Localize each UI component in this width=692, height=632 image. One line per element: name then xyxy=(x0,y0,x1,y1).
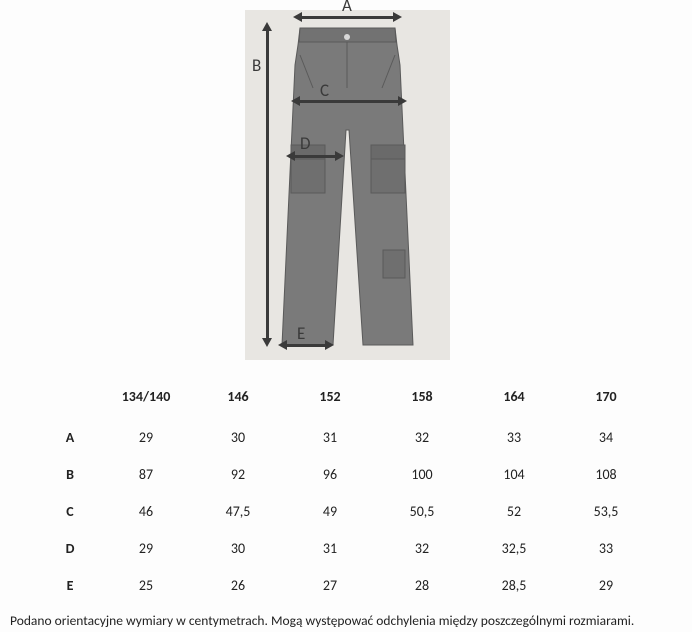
table-row: A 29 30 31 32 33 34 xyxy=(40,419,652,456)
dim-A-line xyxy=(300,16,395,19)
size-table: 134/140 146 152 158 164 170 A 29 30 31 3… xyxy=(0,380,692,604)
cell: 29 xyxy=(560,567,652,604)
dim-B-line xyxy=(266,30,269,340)
cell: 33 xyxy=(468,419,560,456)
size-col-4: 164 xyxy=(468,380,560,419)
cell: 28,5 xyxy=(468,567,560,604)
dim-C-label: C xyxy=(320,80,329,101)
dim-B-arrow-top xyxy=(262,22,272,31)
dim-A-arrow-left xyxy=(293,12,302,22)
cell: 25 xyxy=(100,567,192,604)
dim-A-label: A xyxy=(342,0,352,16)
row-label-B: B xyxy=(40,456,100,493)
cell: 30 xyxy=(192,419,284,456)
dim-D-arrow-right xyxy=(335,151,344,161)
cell: 53,5 xyxy=(560,493,652,530)
dim-D-label: D xyxy=(300,133,310,154)
size-diagram: A B C D E xyxy=(0,0,692,380)
dim-B-label: B xyxy=(252,55,261,76)
size-col-5: 170 xyxy=(560,380,652,419)
table-header-row: 134/140 146 152 158 164 170 xyxy=(40,380,652,419)
cell: 28 xyxy=(376,567,468,604)
size-col-3: 158 xyxy=(376,380,468,419)
footnote-text: Podano orientacyjne wymiary w centymetra… xyxy=(0,604,692,629)
dim-B-arrow-bottom xyxy=(262,338,272,347)
row-label-C: C xyxy=(40,493,100,530)
cell: 47,5 xyxy=(192,493,284,530)
dim-E-line xyxy=(285,344,327,347)
pants-illustration xyxy=(245,10,450,360)
dim-A-arrow-right xyxy=(393,12,402,22)
dim-D-line xyxy=(293,155,337,158)
cell: 32 xyxy=(376,419,468,456)
cell: 52 xyxy=(468,493,560,530)
cell: 50,5 xyxy=(376,493,468,530)
table-row: D 29 30 31 32 32,5 33 xyxy=(40,530,652,567)
dim-E-arrow-right xyxy=(325,340,334,350)
size-col-1: 146 xyxy=(192,380,284,419)
dim-C-arrow-right xyxy=(398,96,407,106)
cell: 96 xyxy=(284,456,376,493)
row-label-E: E xyxy=(40,567,100,604)
cell: 27 xyxy=(284,567,376,604)
cell: 92 xyxy=(192,456,284,493)
row-label-A: A xyxy=(40,419,100,456)
cell: 87 xyxy=(100,456,192,493)
cell: 26 xyxy=(192,567,284,604)
row-label-D: D xyxy=(40,530,100,567)
cell: 29 xyxy=(100,419,192,456)
cell: 46 xyxy=(100,493,192,530)
size-col-2: 152 xyxy=(284,380,376,419)
cell: 100 xyxy=(376,456,468,493)
size-col-0: 134/140 xyxy=(100,380,192,419)
table-row: E 25 26 27 28 28,5 29 xyxy=(40,567,652,604)
dim-C-line xyxy=(298,100,400,103)
cell: 31 xyxy=(284,419,376,456)
cell: 34 xyxy=(560,419,652,456)
dim-E-arrow-left xyxy=(278,340,287,350)
cell: 30 xyxy=(192,530,284,567)
table-row: C 46 47,5 49 50,5 52 53,5 xyxy=(40,493,652,530)
cell: 29 xyxy=(100,530,192,567)
cell: 49 xyxy=(284,493,376,530)
dim-E-label: E xyxy=(297,323,305,344)
cell: 104 xyxy=(468,456,560,493)
cell: 108 xyxy=(560,456,652,493)
dim-D-arrow-left xyxy=(286,151,295,161)
cell: 31 xyxy=(284,530,376,567)
header-blank xyxy=(40,380,100,419)
table-row: B 87 92 96 100 104 108 xyxy=(40,456,652,493)
cell: 32 xyxy=(376,530,468,567)
cell: 33 xyxy=(560,530,652,567)
cell: 32,5 xyxy=(468,530,560,567)
dim-C-arrow-left xyxy=(291,96,300,106)
